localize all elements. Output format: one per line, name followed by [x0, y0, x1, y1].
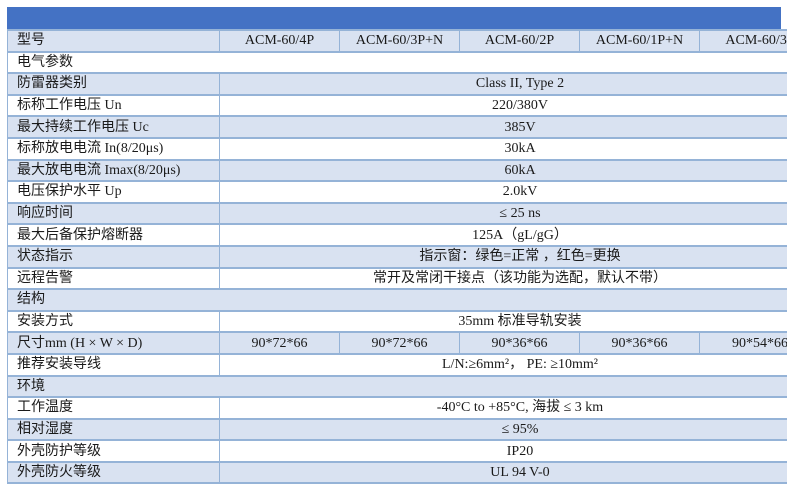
spec-value-cell: ≤ 25 ns: [219, 201, 787, 226]
dimension-cell: 90*54*66: [699, 331, 787, 355]
spec-value-cell: 385V: [219, 115, 787, 139]
spec-label-cell: 安装方式: [7, 309, 220, 334]
section-label-cell: 结构: [7, 288, 787, 312]
spec-row: 最大持续工作电压 Uc 385V: [7, 115, 787, 139]
model-header-cell: ACM-60/3P+N: [339, 29, 460, 53]
spec-row: 状态指示 指示窗：绿色=正常 ，红色=更换: [7, 244, 787, 269]
spec-label-cell: 最大后备保护熔断器: [7, 223, 220, 247]
spec-row: 电压保护水平 Up 2.0kV: [7, 180, 787, 204]
spec-value-cell: L/N:≥6mm²， PE: ≥10mm²: [219, 352, 787, 377]
model-header-row: 型号 ACM-60/4P ACM-60/3P+N ACM-60/2P ACM-60/1P…: [7, 29, 787, 53]
section-header-row: 结构: [7, 288, 787, 312]
spec-value-cell: 60kA: [219, 158, 787, 183]
title-bar: [7, 7, 781, 29]
spec-table-body: 型号 ACM-60/4P ACM-60/3P+N ACM-60/2P ACM-60/1P…: [7, 29, 787, 485]
spec-row: 远程告警 常开及常闭干接点（该功能为选配，默认不带）: [7, 266, 787, 291]
dimension-cell: 90*36*66: [459, 331, 580, 355]
model-header-label-cell: 型号: [7, 29, 220, 53]
spec-label-cell: 标称工作电压 Un: [7, 93, 220, 118]
spec-label-cell: 相对湿度: [7, 417, 220, 442]
spec-label-cell: 外壳防火等级: [7, 460, 220, 485]
spec-value-cell: Class II, Type 2: [219, 72, 787, 96]
spec-row: 防雷器类别 Class II, Type 2: [7, 72, 787, 96]
section-header-row: 电气参数: [7, 50, 787, 75]
spec-row: 推荐安装导线 L/N:≥6mm²， PE: ≥10mm²: [7, 352, 787, 377]
spec-table: 型号 ACM-60/4P ACM-60/3P+N ACM-60/2P ACM-60/1P…: [7, 29, 787, 485]
spec-label-cell: 推荐安装导线: [7, 352, 220, 377]
spec-value-cell: IP20: [219, 439, 787, 463]
spec-value-cell: 2.0kV: [219, 180, 787, 204]
spec-row: 相对湿度 ≤ 95%: [7, 417, 787, 442]
spec-row: 最大放电电流 Imax(8/20μs) 60kA: [7, 158, 787, 183]
dimension-row: 尺寸mm (H × W × D) 90*72*66 90*72*66 90*36*66…: [7, 331, 787, 355]
spec-row: 标称工作电压 Un 220/380V: [7, 93, 787, 118]
spec-label-cell: 最大放电电流 Imax(8/20μs): [7, 158, 220, 183]
model-header-cell: ACM-60/3P: [699, 29, 787, 53]
spec-label-cell: 外壳防护等级: [7, 439, 220, 463]
spec-value-cell: 125A（gL/gG）: [219, 223, 787, 247]
dimension-cell: 90*72*66: [219, 331, 340, 355]
spec-label-cell: 标称放电电流 In(8/20μs): [7, 136, 220, 161]
spec-label-cell: 最大持续工作电压 Uc: [7, 115, 220, 139]
spec-row: 工作温度 -40°C to +85°C, 海拔 ≤ 3 km: [7, 396, 787, 420]
spec-label-cell: 响应时间: [7, 201, 220, 226]
spec-label-cell: 状态指示: [7, 244, 220, 269]
section-label-cell: 电气参数: [7, 50, 787, 75]
spec-row: 安装方式 35mm 标准导轨安装: [7, 309, 787, 334]
spec-label-cell: 电压保护水平 Up: [7, 180, 220, 204]
spec-row: 响应时间 ≤ 25 ns: [7, 201, 787, 226]
dimension-cell: 90*36*66: [579, 331, 700, 355]
section-header-row: 环境: [7, 374, 787, 399]
model-header-cell: ACM-60/2P: [459, 29, 580, 53]
section-label-cell: 环境: [7, 374, 787, 399]
spec-row: 外壳防护等级 IP20: [7, 439, 787, 463]
spec-label-cell: 尺寸mm (H × W × D): [7, 331, 220, 355]
spec-value-cell: 指示窗：绿色=正常 ，红色=更换: [219, 244, 787, 269]
spec-label-cell: 远程告警: [7, 266, 220, 291]
spec-value-cell: 30kA: [219, 136, 787, 161]
spec-value-cell: ≤ 95%: [219, 417, 787, 442]
spec-value-cell: -40°C to +85°C, 海拔 ≤ 3 km: [219, 396, 787, 420]
spec-row: 最大后备保护熔断器 125A（gL/gG）: [7, 223, 787, 247]
model-header-cell: ACM-60/1P+N: [579, 29, 700, 53]
spec-label-cell: 工作温度: [7, 396, 220, 420]
spec-label-cell: 防雷器类别: [7, 72, 220, 96]
spec-row: 标称放电电流 In(8/20μs) 30kA: [7, 136, 787, 161]
spec-value-cell: UL 94 V-0: [219, 460, 787, 485]
model-header-cell: ACM-60/4P: [219, 29, 340, 53]
spec-row: 外壳防火等级 UL 94 V-0: [7, 460, 787, 485]
spec-value-cell: 35mm 标准导轨安装: [219, 309, 787, 334]
dimension-cell: 90*72*66: [339, 331, 460, 355]
spec-sheet: 型号 ACM-60/4P ACM-60/3P+N ACM-60/2P ACM-60/1P…: [7, 7, 787, 485]
spec-value-cell: 常开及常闭干接点（该功能为选配，默认不带）: [219, 266, 787, 291]
spec-value-cell: 220/380V: [219, 93, 787, 118]
